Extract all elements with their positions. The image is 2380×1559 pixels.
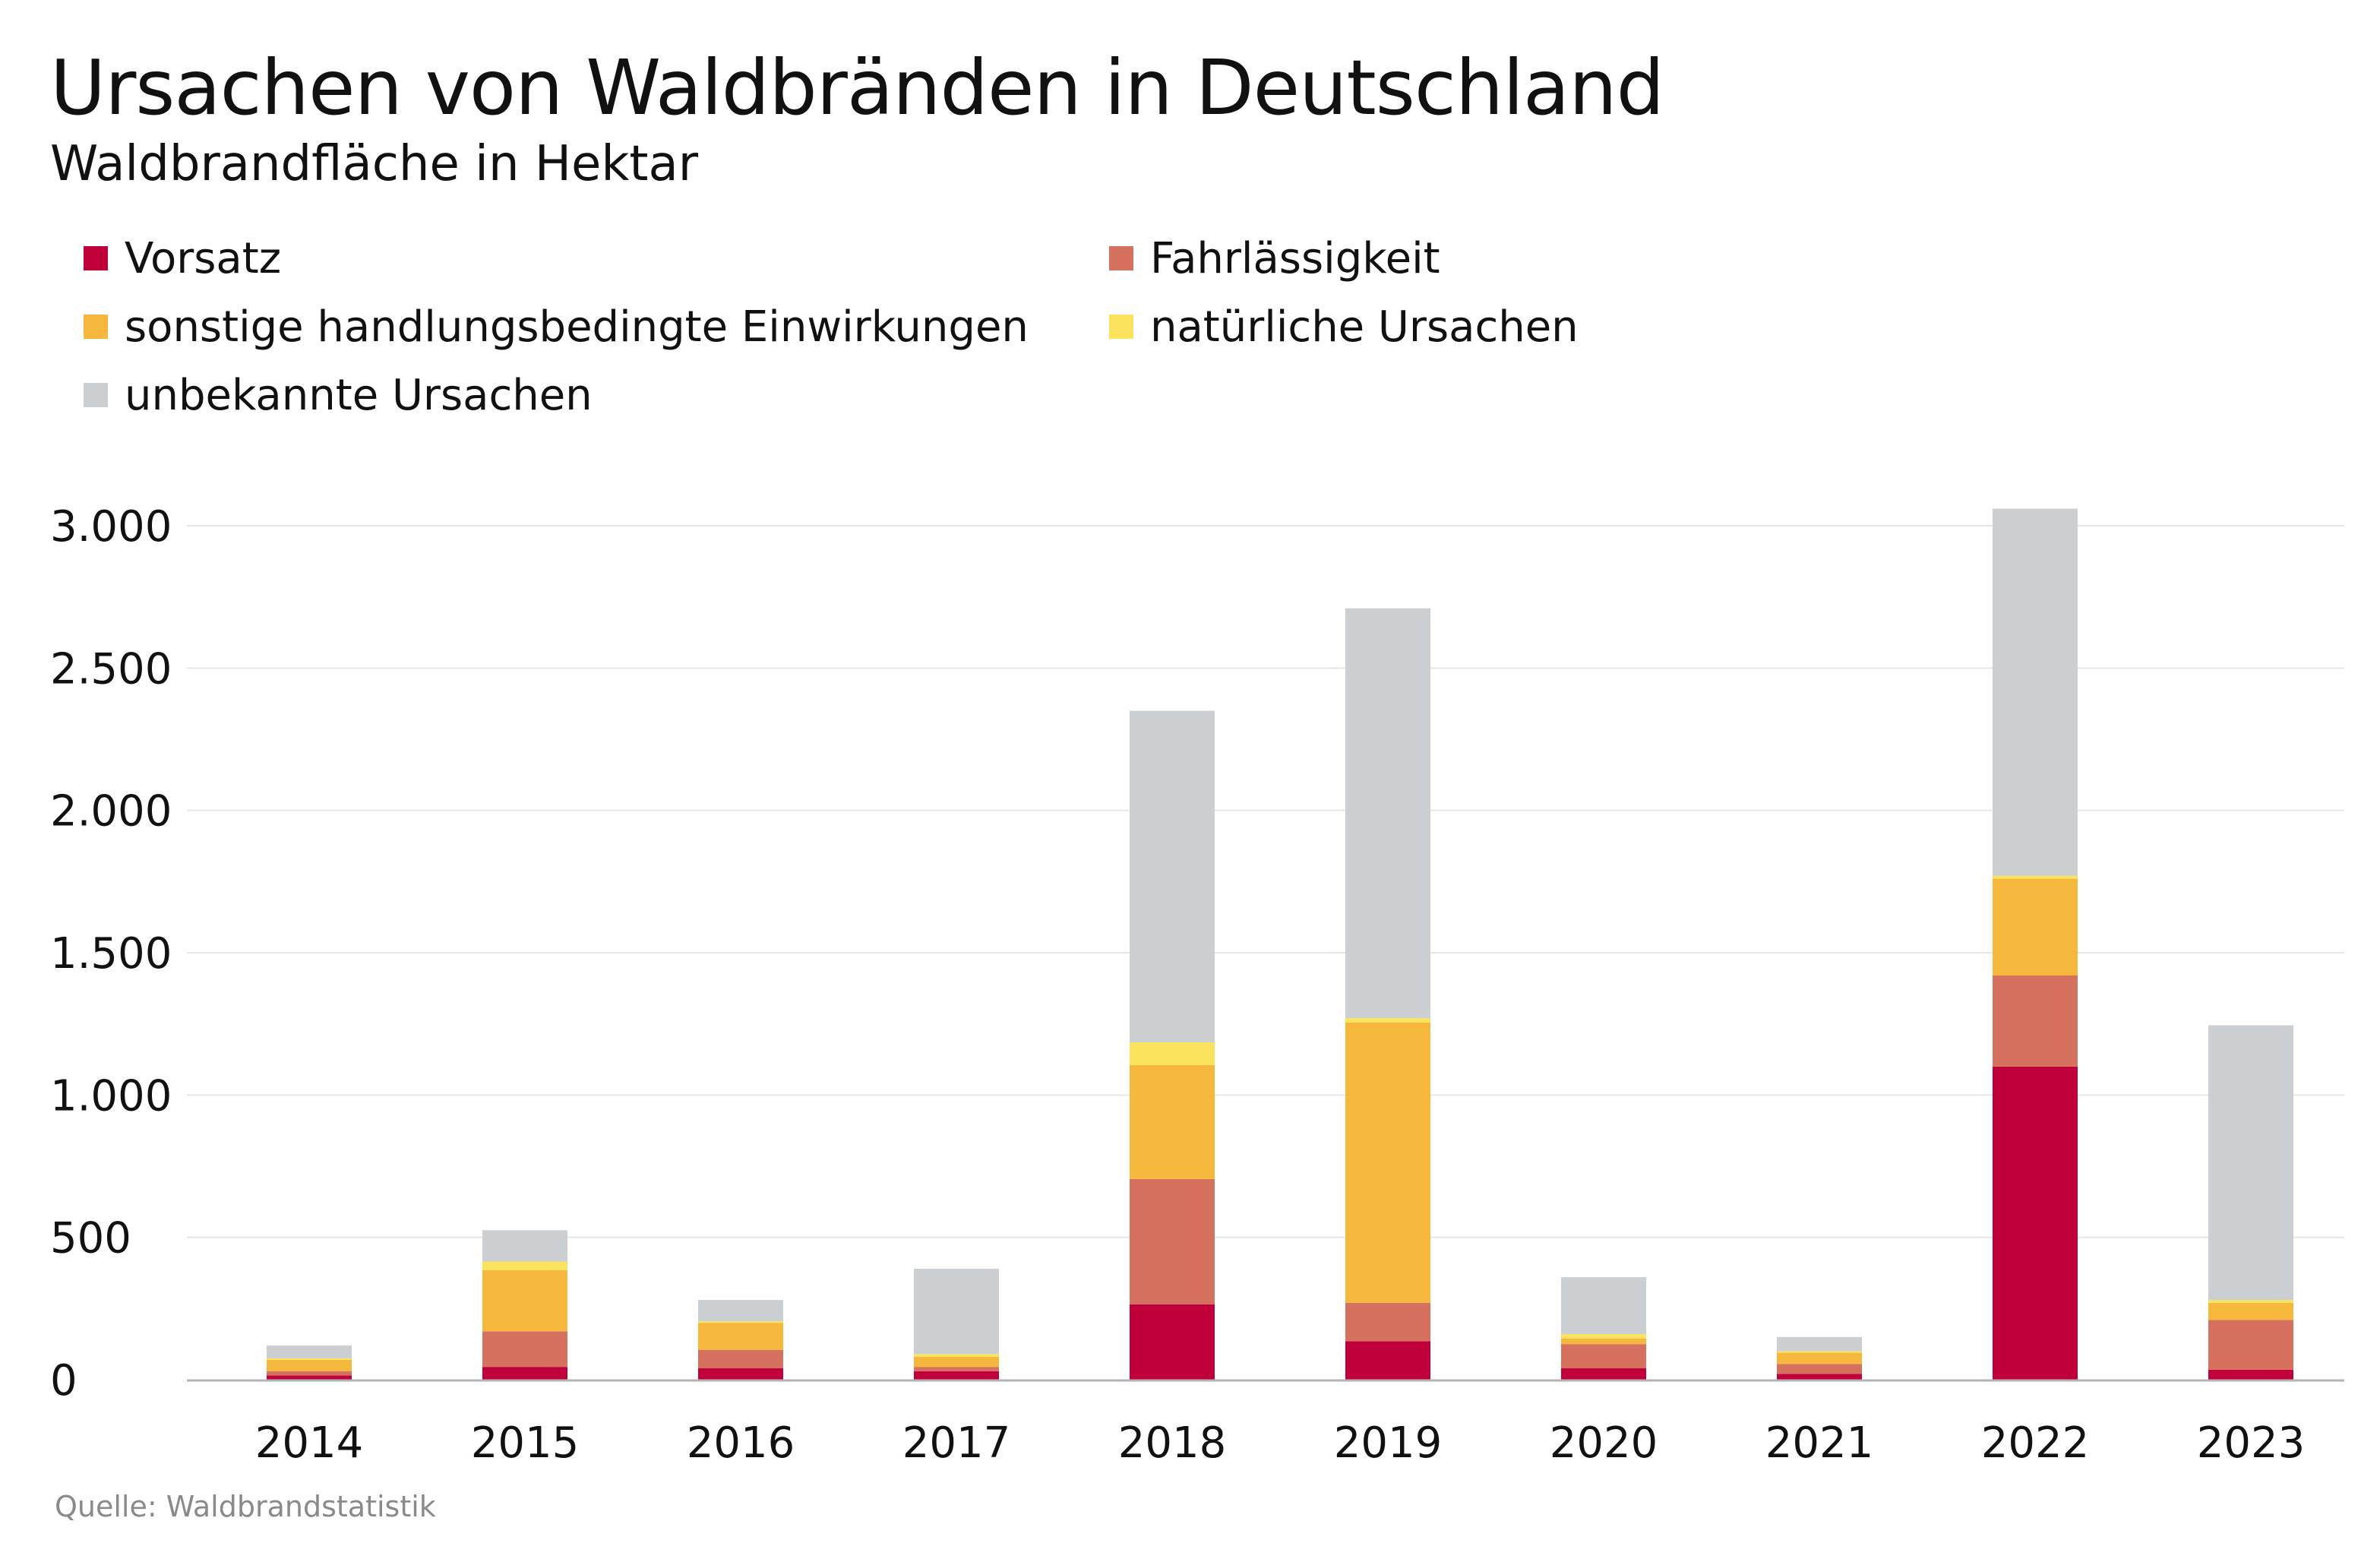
x-tick-label: 2022 (1981, 1418, 2090, 1468)
bar-segment (1345, 1022, 1430, 1303)
bar-segment (698, 1368, 783, 1380)
bar-segment (698, 1300, 783, 1322)
bar-segment (698, 1349, 783, 1369)
bar-segment (482, 1270, 567, 1332)
bar-segment (267, 1346, 352, 1358)
bar-segment (2208, 1300, 2293, 1303)
bar-segment (914, 1371, 999, 1380)
bar-segment (1777, 1351, 1862, 1353)
y-tick-label: 1.500 (50, 929, 172, 979)
bar-segment (698, 1323, 783, 1350)
bar-segment (482, 1230, 567, 1262)
y-tick-label: 2.500 (50, 644, 172, 694)
legend-swatch-vorsatz (84, 246, 108, 270)
bar-segment (1777, 1352, 1862, 1365)
bar-segment (914, 1354, 999, 1358)
bar-segment (2208, 1025, 2293, 1301)
y-tick-label: 1.000 (50, 1071, 172, 1121)
bar-segment (1561, 1334, 1646, 1339)
source-note: Quelle: Waldbrandstatistik (55, 1490, 436, 1523)
bar-segment (2208, 1320, 2293, 1370)
bar-segment (1993, 878, 2078, 976)
bar-segment (1130, 1064, 1215, 1179)
bar-segment (1345, 1341, 1430, 1380)
bar-segment (1130, 1042, 1215, 1065)
legend-item-unbekannt: unbekannte Ursachen (84, 365, 593, 425)
gridlines (187, 525, 2344, 1238)
legend-swatch-unbekannt (84, 383, 108, 407)
bar-segment (1561, 1344, 1646, 1369)
legend-item-fahrlaessigkeit: Fahrlässigkeit (1109, 228, 1440, 289)
x-tick-label: 2021 (1765, 1418, 1874, 1468)
bar-segment (482, 1331, 567, 1368)
legend-item-natuerlich: natürliche Ursachen (1109, 296, 1579, 357)
legend-swatch-natuerlich (1109, 315, 1133, 339)
x-tick-label: 2016 (687, 1418, 795, 1468)
x-tick-label: 2018 (1118, 1418, 1227, 1468)
x-tick-label: 2014 (255, 1418, 364, 1468)
legend-swatch-fahrlaessigkeit (1109, 246, 1133, 270)
bar-segment (1130, 1304, 1215, 1380)
bar-segment (267, 1358, 352, 1360)
bar-segment (1345, 608, 1430, 1019)
axes: 0 500 1.000 1.500 2.000 2.500 3.000 2014 2015 201… (50, 502, 2344, 1468)
legend-label-unbekannt: unbekannte Ursachen (125, 370, 593, 420)
bar-segment (1777, 1364, 1862, 1374)
legend-label-vorsatz: Vorsatz (125, 233, 282, 283)
legend-item-sonstige: sonstige handlungsbedingte Einwirkungen (84, 296, 1029, 357)
y-tick-label: 3.000 (50, 502, 172, 552)
bar-segment (1993, 975, 2078, 1067)
bar-segment (1993, 508, 2078, 876)
x-tick-label: 2015 (471, 1418, 580, 1468)
x-tick-label: 2023 (2197, 1418, 2306, 1468)
bar-segment (1561, 1368, 1646, 1380)
y-tick-label: 0 (50, 1356, 77, 1406)
bar-segment (482, 1367, 567, 1380)
bar-segment (1130, 1178, 1215, 1304)
chart-title: Ursachen von Waldbränden in Deutschland (50, 43, 1664, 132)
bar-segment (2208, 1369, 2293, 1380)
legend-item-vorsatz: Vorsatz (84, 228, 281, 289)
bar-segment (914, 1367, 999, 1371)
bar-segment (698, 1321, 783, 1323)
x-tick-label: 2017 (902, 1418, 1011, 1468)
bar-segment (1561, 1277, 1646, 1335)
bar-segment (914, 1268, 999, 1355)
legend-label-sonstige: sonstige handlungsbedingte Einwirkungen (125, 302, 1029, 352)
legend-label-natuerlich: natürliche Ursachen (1150, 302, 1579, 352)
bar-segment (1345, 1018, 1430, 1023)
bar-segment (267, 1375, 352, 1380)
bar-segment (482, 1261, 567, 1270)
bar-segment (914, 1357, 999, 1368)
bar-segment (267, 1371, 352, 1376)
bar-segment (1345, 1302, 1430, 1342)
legend-swatch-sonstige (84, 315, 108, 339)
y-tick-label: 500 (50, 1214, 131, 1263)
bar-segment (267, 1359, 352, 1371)
bar-segment (1561, 1338, 1646, 1345)
bars (267, 508, 2293, 1380)
bar-segment (1777, 1336, 1862, 1352)
bar-segment (1993, 875, 2078, 879)
bar-segment (1777, 1374, 1862, 1380)
y-tick-label: 2.000 (50, 787, 172, 836)
legend-label-fahrlaessigkeit: Fahrlässigkeit (1150, 233, 1440, 283)
x-tick-label: 2020 (1550, 1418, 1658, 1468)
bar-segment (2208, 1302, 2293, 1320)
x-tick-label: 2019 (1334, 1418, 1443, 1468)
bar-segment (1130, 710, 1215, 1043)
chart-subtitle: Waldbrandfläche in Hektar (50, 136, 699, 192)
bar-segment (1993, 1066, 2078, 1380)
